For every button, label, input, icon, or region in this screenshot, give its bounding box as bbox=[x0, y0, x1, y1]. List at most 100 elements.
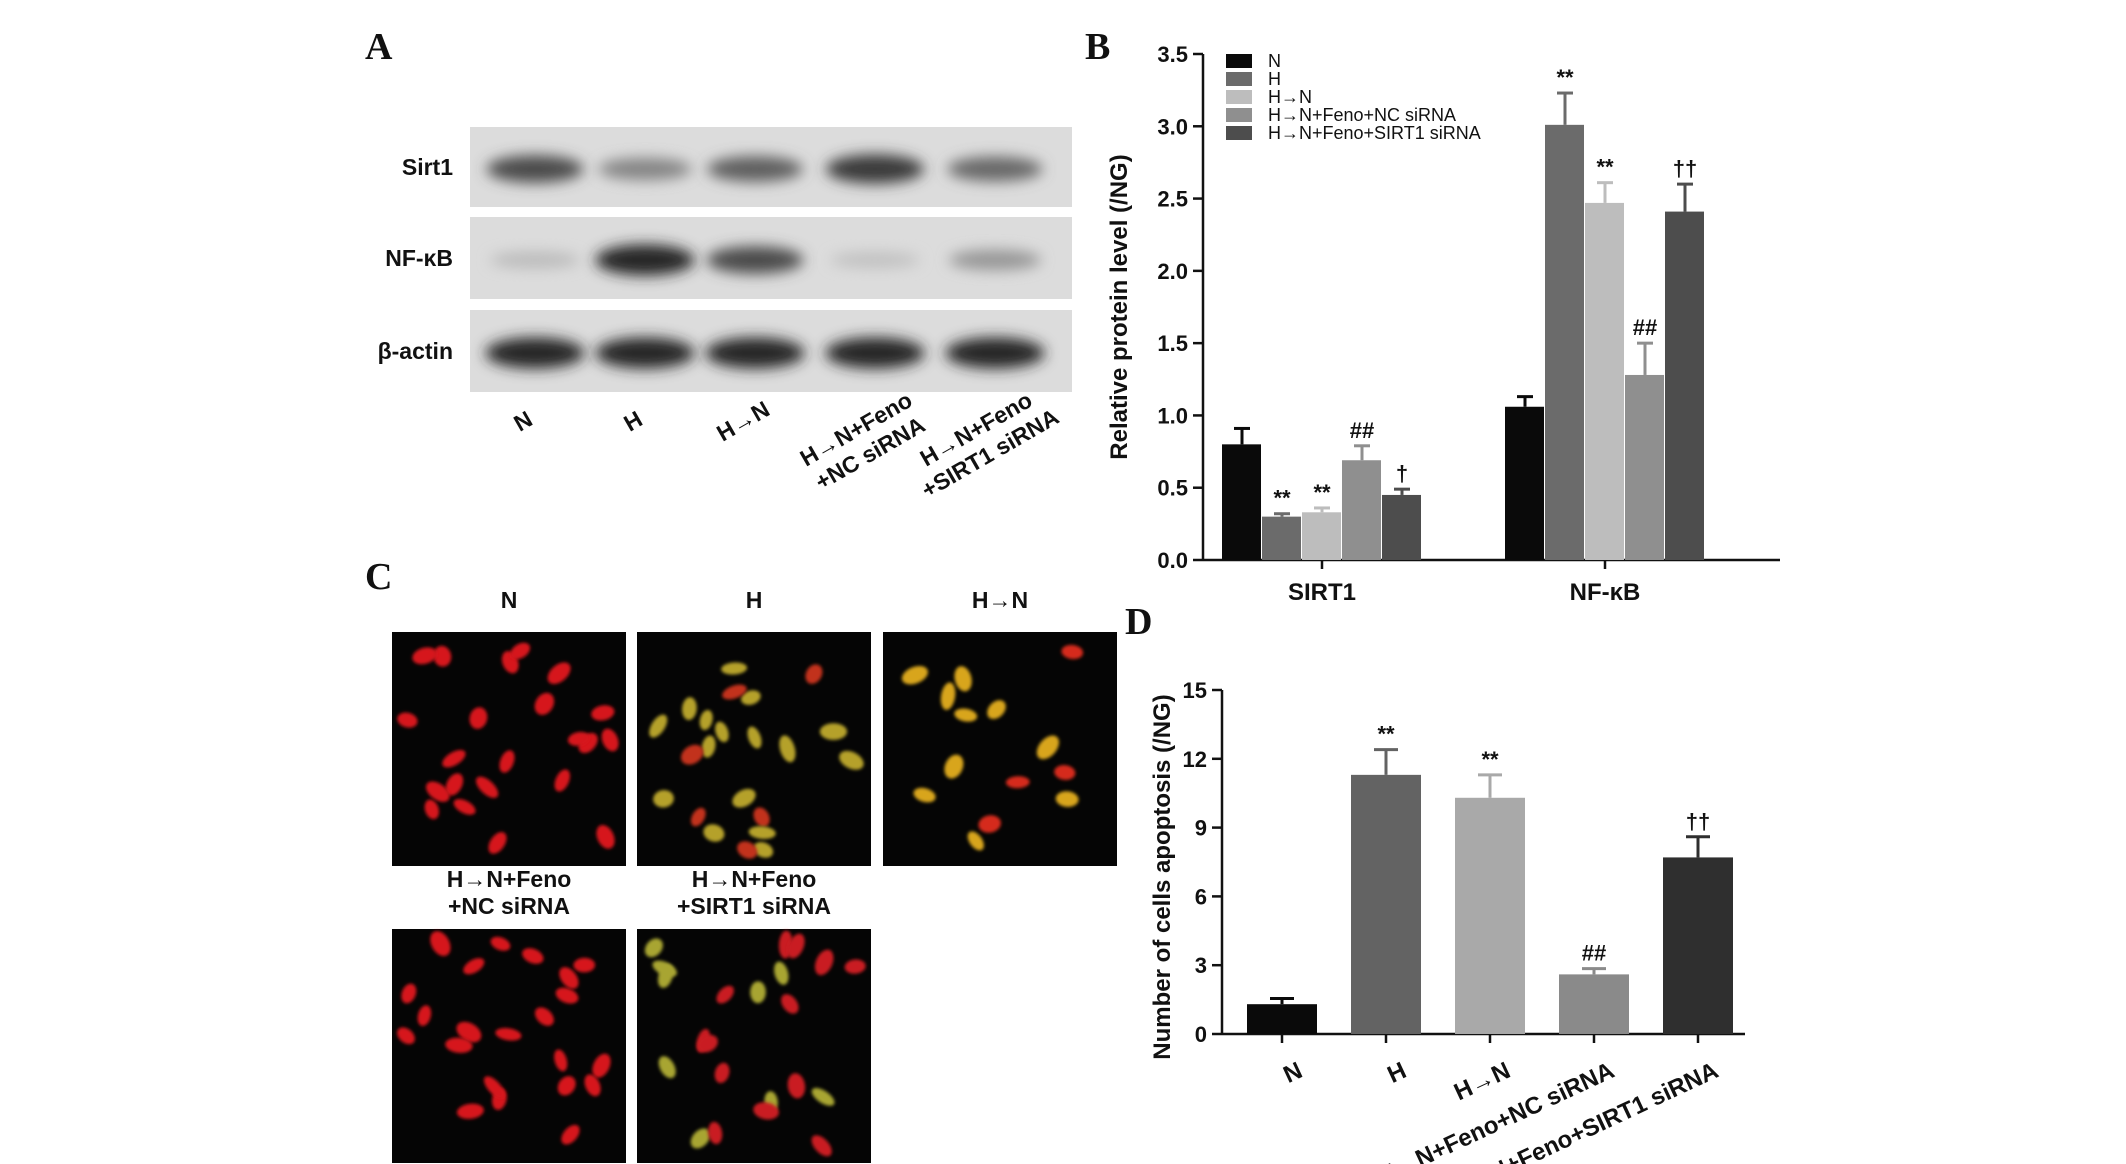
cell-nucleus bbox=[753, 1102, 779, 1120]
bar bbox=[1342, 460, 1381, 560]
cell-nucleus bbox=[954, 666, 972, 692]
x-tick-label: NF-κB bbox=[1570, 579, 1641, 606]
panel-letter-a: A bbox=[365, 26, 393, 68]
cell-nucleus bbox=[913, 787, 936, 803]
cell-nucleus bbox=[433, 645, 452, 667]
bar bbox=[1382, 494, 1421, 560]
cell-nucleus bbox=[495, 1027, 522, 1041]
significance-label: ** bbox=[1273, 486, 1291, 511]
cell-nucleus bbox=[753, 807, 770, 827]
blot-band bbox=[595, 337, 695, 369]
blot-band bbox=[830, 251, 920, 269]
cell-nucleus bbox=[741, 690, 761, 705]
bar bbox=[1351, 774, 1421, 1034]
cell-nucleus bbox=[412, 647, 437, 665]
cell-nucleus bbox=[488, 832, 507, 854]
blot-band bbox=[825, 337, 925, 369]
blot-row-label: β-actin bbox=[378, 338, 453, 364]
cell-nucleus bbox=[1055, 791, 1079, 807]
cell-nucleus bbox=[425, 781, 450, 802]
cell-nucleus bbox=[721, 662, 748, 675]
micrograph-n: N bbox=[392, 587, 626, 866]
blot-band bbox=[948, 249, 1042, 271]
significance-label: ** bbox=[1596, 155, 1614, 180]
cell-nucleus bbox=[442, 749, 466, 768]
bar bbox=[1625, 374, 1664, 560]
micrograph-title: H→N+Feno bbox=[692, 866, 817, 892]
panel-letter-d: D bbox=[1125, 601, 1153, 643]
blot-row-sirt1: Sirt1 bbox=[402, 127, 1072, 207]
micrograph-title: +NC siRNA bbox=[448, 893, 570, 919]
cell-nucleus bbox=[658, 1056, 676, 1079]
cell-nucleus bbox=[1036, 735, 1060, 760]
micrograph-h: H bbox=[637, 587, 871, 866]
cell-nucleus bbox=[967, 831, 984, 851]
micrograph-title: H→N+Feno bbox=[447, 866, 572, 892]
cell-nucleus bbox=[690, 807, 706, 827]
cell-nucleus bbox=[475, 776, 499, 798]
cell-nucleus bbox=[701, 735, 716, 758]
cell-nucleus bbox=[680, 744, 704, 765]
significance-label: †† bbox=[1686, 809, 1710, 834]
legend-label: H→N+Feno+NC siRNA bbox=[1268, 105, 1456, 125]
cell-nucleus bbox=[750, 981, 766, 1004]
cell-nucleus bbox=[649, 714, 668, 738]
y-tick-label: 0.5 bbox=[1157, 476, 1188, 501]
significance-label: †† bbox=[1673, 156, 1697, 181]
cell-nucleus bbox=[592, 1053, 611, 1078]
cell-nucleus bbox=[401, 983, 417, 1004]
micrograph-h-n-feno-sirt1-sirna: H→N+Feno+SIRT1 siRNA bbox=[637, 866, 871, 1163]
cell-nucleus bbox=[554, 769, 571, 792]
cell-nucleus bbox=[708, 1121, 723, 1145]
cell-nucleus bbox=[811, 1135, 832, 1157]
cell-nucleus bbox=[591, 705, 615, 721]
y-tick-label: 12 bbox=[1183, 747, 1207, 772]
cell-nucleus bbox=[715, 721, 729, 743]
blot-band bbox=[486, 155, 584, 183]
bar bbox=[1663, 857, 1733, 1034]
cell-nucleus bbox=[781, 994, 799, 1014]
bar bbox=[1505, 406, 1544, 560]
cell-nucleus bbox=[653, 790, 674, 808]
blot-band bbox=[595, 244, 695, 276]
micrograph-h-n-feno-nc-sirna: H→N+Feno+NC siRNA bbox=[392, 866, 626, 1163]
blot-band bbox=[707, 156, 803, 182]
cell-nucleus bbox=[753, 842, 774, 858]
micrograph-background bbox=[637, 929, 871, 1163]
cell-nucleus bbox=[547, 662, 571, 685]
cell-nucleus bbox=[510, 642, 531, 660]
significance-label: ## bbox=[1633, 315, 1657, 340]
blot-band bbox=[598, 157, 692, 181]
bar bbox=[1302, 512, 1341, 560]
bar bbox=[1559, 974, 1629, 1034]
blot-row-label: NF-κB bbox=[385, 245, 453, 271]
cell-nucleus bbox=[714, 1062, 730, 1084]
y-tick-label: 6 bbox=[1195, 884, 1207, 909]
blot-row-actin: β-actin bbox=[378, 310, 1072, 392]
cell-nucleus bbox=[748, 826, 776, 840]
cell-nucleus bbox=[417, 1005, 432, 1026]
panel-letter-b: B bbox=[1085, 26, 1111, 68]
cell-nucleus bbox=[940, 682, 956, 710]
legend-swatch bbox=[1226, 108, 1252, 122]
blot-row-label: Sirt1 bbox=[402, 154, 453, 180]
legend-label: H→N+Feno+SIRT1 siRNA bbox=[1268, 123, 1481, 143]
cell-nucleus bbox=[697, 1034, 718, 1053]
cell-nucleus bbox=[456, 1021, 482, 1043]
cell-nucleus bbox=[787, 1073, 806, 1099]
cell-nucleus bbox=[584, 1074, 601, 1097]
y-axis-label: Relative protein level (/NG) bbox=[1106, 154, 1133, 459]
x-tick-label: SIRT1 bbox=[1288, 579, 1356, 606]
bar bbox=[1665, 211, 1704, 560]
cell-nucleus bbox=[469, 707, 488, 729]
cell-nucleus bbox=[557, 1076, 576, 1096]
bar bbox=[1222, 444, 1261, 560]
cell-nucleus bbox=[490, 936, 511, 951]
y-axis-label: Number of cells apoptosis (/NG) bbox=[1149, 694, 1176, 1059]
micrograph-title: +SIRT1 siRNA bbox=[677, 893, 831, 919]
y-tick-label: 3.0 bbox=[1157, 114, 1188, 139]
significance-label: ** bbox=[1313, 480, 1331, 505]
